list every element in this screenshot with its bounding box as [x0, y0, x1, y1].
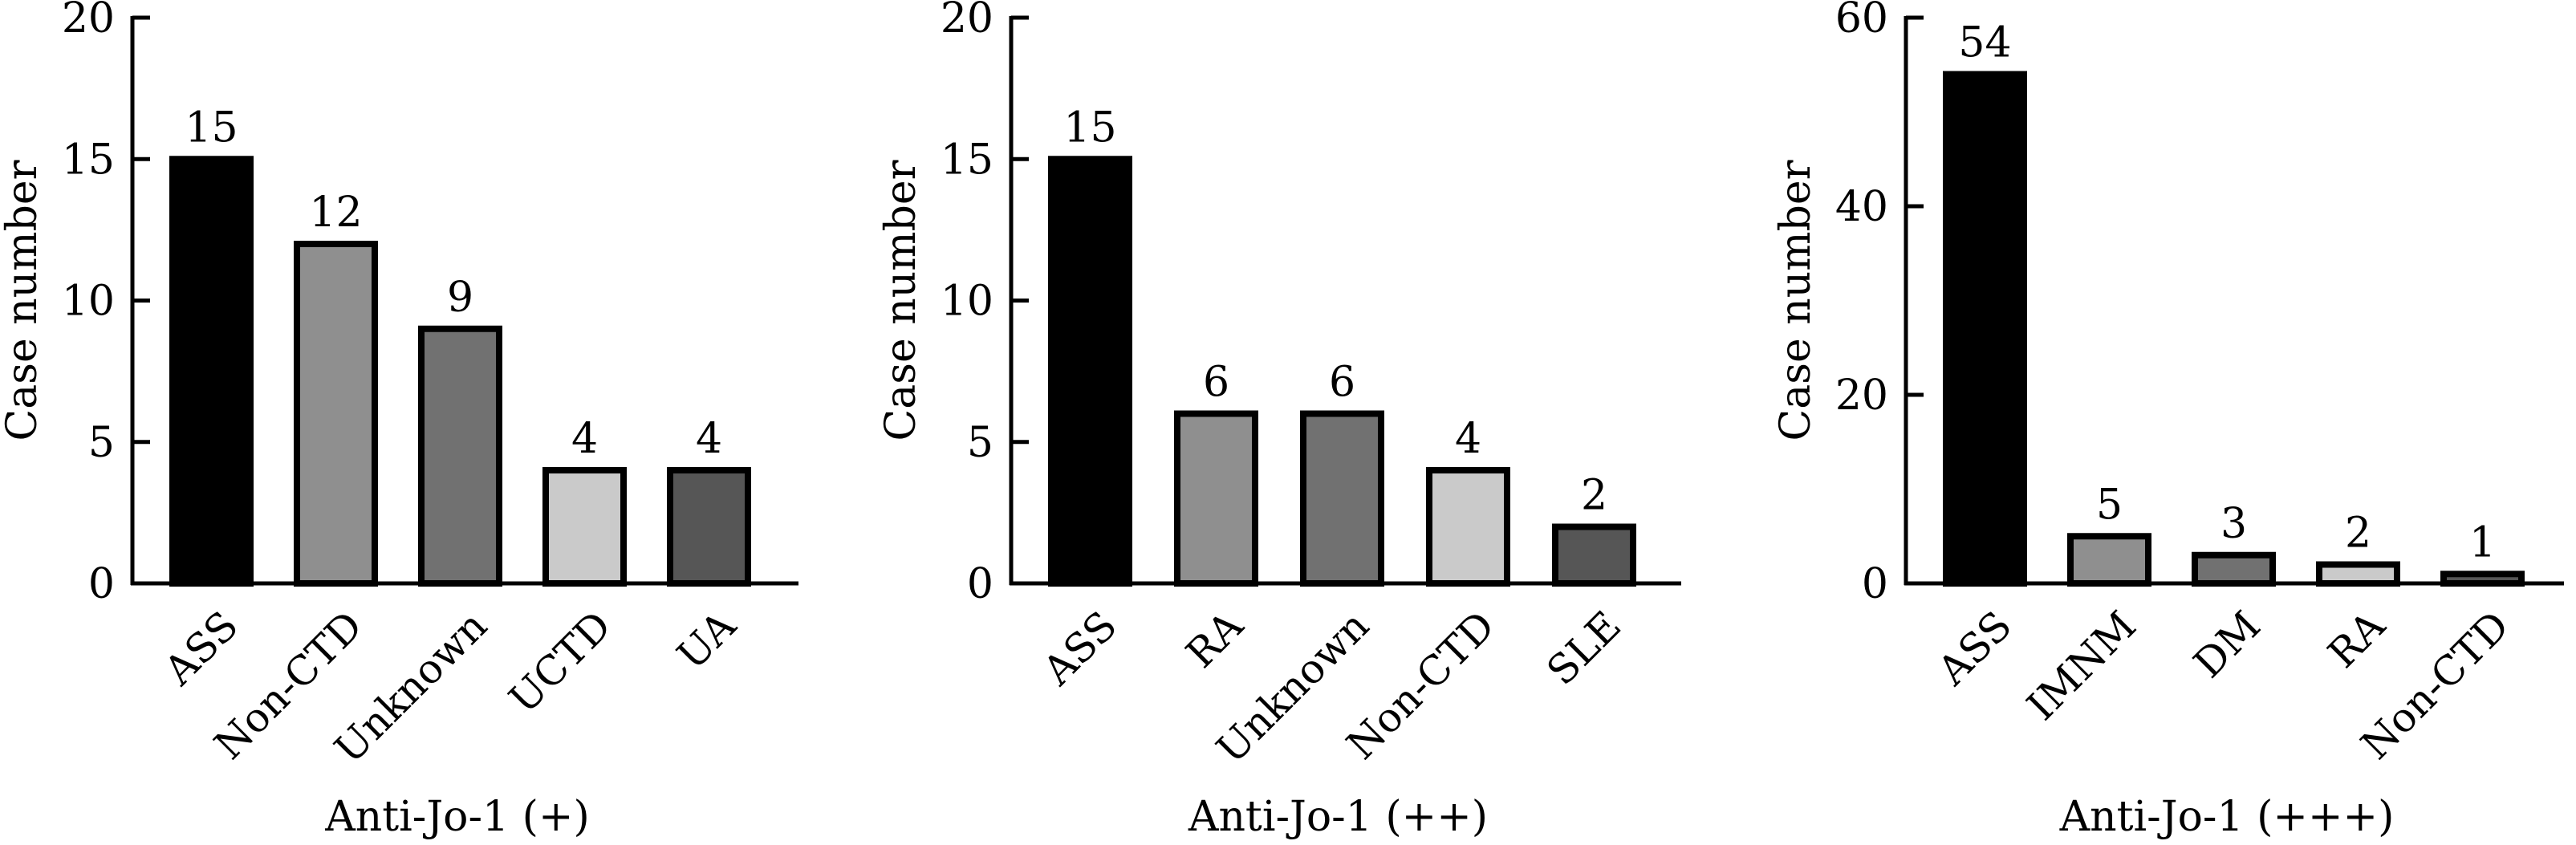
data-label: 2: [1581, 472, 1607, 520]
data-label: 2: [2345, 510, 2371, 558]
y-tick-label: 10: [941, 278, 993, 326]
y-tick-label: 20: [1835, 372, 1888, 420]
bar-imnm: [2067, 533, 2151, 587]
bar-sle: [1552, 523, 1636, 587]
bar-ra: [2316, 561, 2400, 587]
x-axis-label: Anti-Jo-1 (+): [324, 793, 590, 841]
data-label: 12: [309, 189, 362, 237]
y-tick-label: 0: [88, 560, 115, 608]
bar-ua: [667, 467, 751, 587]
category-tick-label: UCTD: [500, 602, 620, 722]
x-axis-label: Anti-Jo-1 (++): [1188, 793, 1488, 841]
category-tick-label: UA: [668, 602, 746, 679]
category-tick-label: IMNM: [2018, 602, 2145, 729]
data-label: 4: [1455, 415, 1481, 463]
category-tick-label: SLE: [1538, 602, 1630, 694]
bar-ra: [1174, 410, 1258, 587]
bar-unknown: [418, 325, 502, 587]
chart-panel-2: 15ASS6RA6Unknown4Non-CTD2SLE05101520Case…: [877, 0, 1681, 841]
category-tick-label: RA: [2319, 602, 2395, 677]
bar-non-ctd: [294, 241, 378, 587]
x-axis-label: Anti-Jo-1 (+++): [2059, 793, 2395, 841]
y-axis-label: Case number: [1772, 160, 1820, 441]
chart-panel-1: 15ASS12Non-CTD9Unknown4UCTD4UA05101520Ca…: [0, 0, 798, 841]
data-label: 6: [1203, 359, 1229, 407]
data-label: 54: [1958, 19, 2011, 67]
y-tick-label: 0: [967, 560, 993, 608]
bar-dm: [2192, 551, 2276, 587]
data-label: 5: [2096, 481, 2123, 529]
y-tick-label: 15: [941, 136, 993, 184]
data-label: 1: [2469, 518, 2496, 567]
y-tick-label: 15: [62, 136, 115, 184]
bar-ass: [169, 156, 254, 587]
y-axis-label: Case number: [877, 160, 925, 441]
y-tick-label: 0: [1862, 560, 1888, 608]
y-tick-label: 20: [62, 0, 115, 43]
y-axis-label: Case number: [0, 160, 47, 441]
bar-ass: [1943, 71, 2027, 587]
data-label: 15: [1063, 104, 1116, 152]
category-tick-label: ASS: [1034, 602, 1126, 694]
y-tick-label: 20: [941, 0, 993, 43]
bar-ass: [1048, 156, 1132, 587]
data-label: 3: [2220, 500, 2247, 548]
bar-unknown: [1300, 410, 1384, 587]
category-tick-label: ASS: [155, 602, 247, 694]
y-tick-label: 5: [88, 419, 115, 467]
data-label: 4: [571, 415, 598, 463]
data-label: 4: [696, 415, 722, 463]
category-tick-label: DM: [2184, 602, 2269, 687]
y-tick-label: 40: [1835, 183, 1888, 231]
category-tick-label: RA: [1177, 602, 1253, 677]
bar-non-ctd: [1426, 467, 1510, 587]
y-tick-label: 10: [62, 278, 115, 326]
data-label: 9: [447, 274, 473, 322]
y-tick-label: 60: [1835, 0, 1888, 43]
y-tick-label: 5: [967, 419, 993, 467]
data-label: 6: [1329, 359, 1355, 407]
data-label: 15: [185, 104, 238, 152]
category-tick-label: ASS: [1928, 602, 2021, 694]
bar-uctd: [542, 467, 627, 587]
